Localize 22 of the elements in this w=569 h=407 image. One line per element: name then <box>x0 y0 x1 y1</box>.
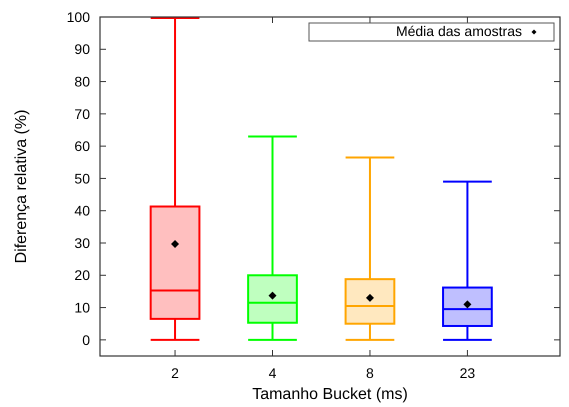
x-tick-label: 2 <box>171 365 180 381</box>
y-tick-label: 50 <box>74 170 90 186</box>
y-tick-label: 40 <box>74 202 90 219</box>
y-axis-title: Diferença relativa (%) <box>13 110 30 264</box>
y-tick-label: 10 <box>74 299 90 316</box>
y-tick-label: 70 <box>74 106 90 122</box>
y-tick-label: 80 <box>74 73 90 90</box>
legend-label: Média das amostras <box>396 23 522 39</box>
x-tick-label: 4 <box>268 365 277 381</box>
point <box>268 292 276 300</box>
y-tick-label: 0 <box>82 332 90 348</box>
y-tick-label: 20 <box>74 267 90 284</box>
x-tick-label: 8 <box>366 365 374 381</box>
point <box>171 240 180 248</box>
point <box>463 300 472 308</box>
y-tick-label: 60 <box>74 138 90 154</box>
y-tick-label: 100 <box>66 8 90 25</box>
x-axis-title: Tamanho Bucket (ms) <box>252 386 408 403</box>
point <box>366 294 374 302</box>
y-tick-label: 30 <box>74 234 90 251</box>
x-tick-label: 23 <box>460 365 476 381</box>
y-tick-label: 90 <box>74 41 90 58</box>
